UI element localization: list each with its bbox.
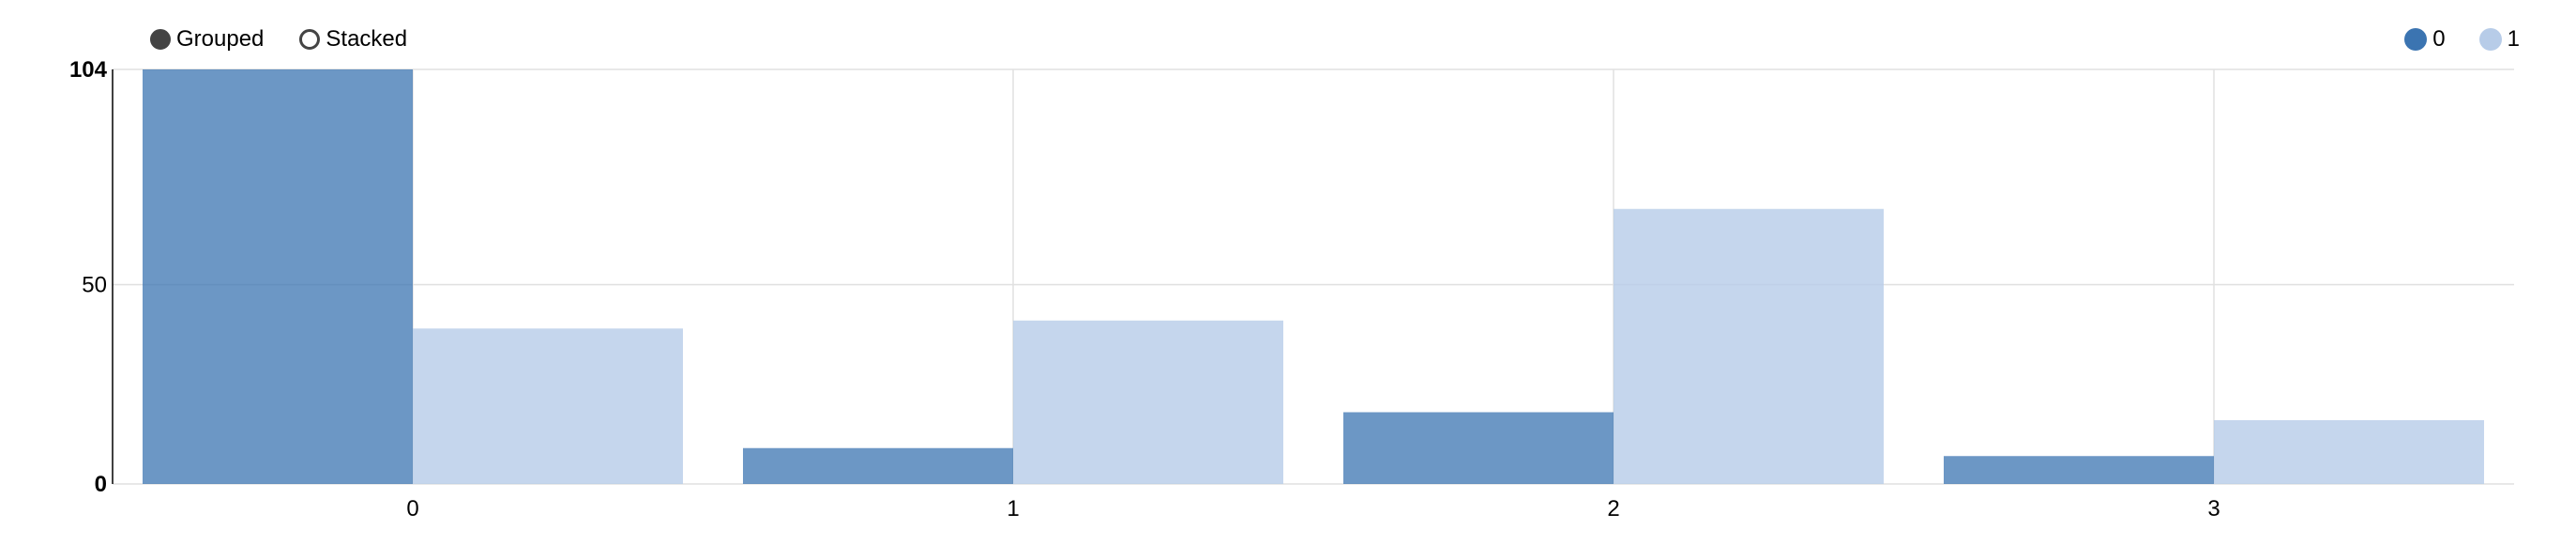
bar-series-1-category-0 (413, 328, 683, 484)
legend-series-0-swatch (2404, 28, 2428, 51)
x-tick-label-1: 1 (1007, 496, 1019, 521)
y-tick-label-0: 0 (95, 472, 107, 497)
bars (143, 69, 2484, 484)
chart-mode-controls: Grouped Stacked (150, 26, 407, 53)
legend-item-0[interactable]: 0 (2404, 26, 2446, 53)
legend-series-1-label: 1 (2507, 26, 2520, 52)
grouped-radio[interactable]: Grouped (150, 26, 264, 53)
bar-series-0-category-1 (743, 447, 1013, 484)
legend-item-1[interactable]: 1 (2478, 26, 2520, 53)
legend-series-0-label: 0 (2432, 26, 2446, 52)
bar-series-1-category-2 (1614, 208, 1884, 484)
bar-series-1-category-1 (1013, 320, 1283, 484)
stacked-label: Stacked (326, 26, 408, 52)
bar-series-0-category-3 (1944, 456, 2214, 484)
radio-unselected-icon (299, 29, 321, 50)
grouped-label: Grouped (176, 26, 265, 52)
stacked-radio[interactable]: Stacked (299, 26, 407, 53)
x-tick-label-2: 2 (1607, 496, 1619, 521)
bar-series-0-category-2 (1343, 412, 1614, 484)
radio-selected-icon (150, 29, 171, 50)
legend-series-1-swatch (2478, 28, 2502, 51)
y-tick-label-50: 50 (82, 273, 107, 298)
y-tick-label-104: 104 (69, 57, 108, 83)
x-tick-label-3: 3 (2207, 496, 2220, 521)
x-tick-label-0: 0 (406, 496, 418, 521)
bar-series-0-category-0 (143, 69, 413, 484)
bar-series-1-category-3 (2214, 420, 2484, 484)
chart-legend: 0 1 (2404, 26, 2520, 53)
